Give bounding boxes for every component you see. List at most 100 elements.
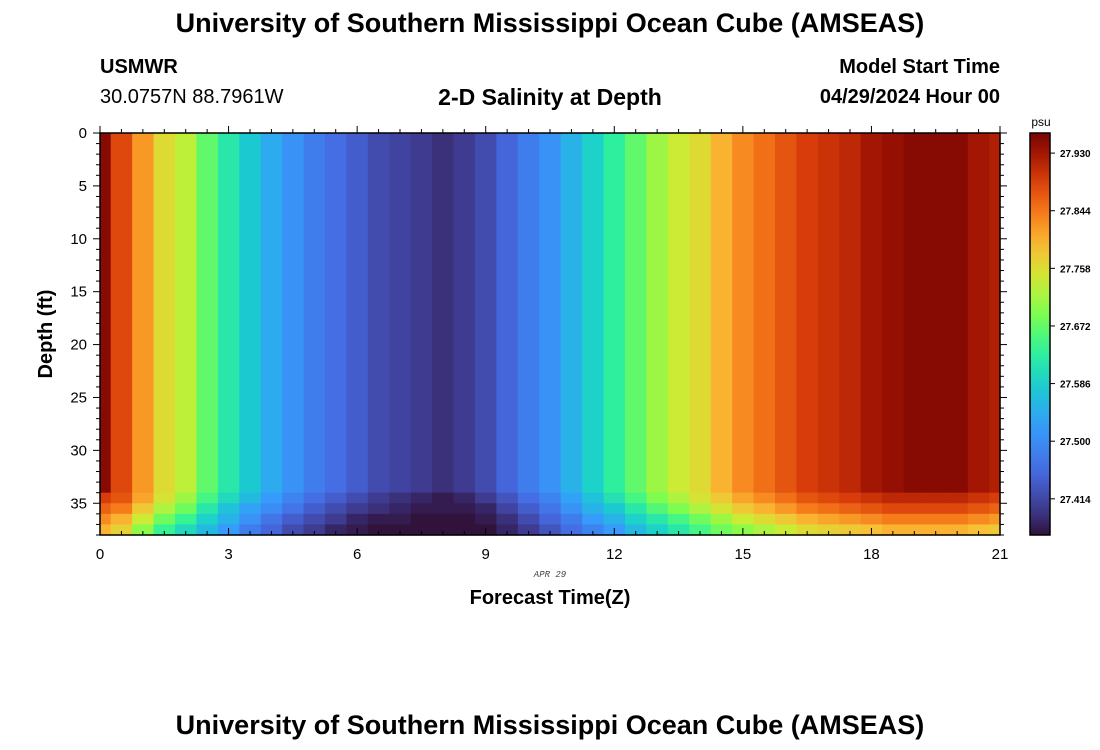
heatmap-cell [325,503,348,515]
heatmap-cell [410,492,433,504]
heatmap-cell [110,133,133,494]
heatmap-cell [582,513,605,526]
heatmap-cell [496,492,519,504]
heatmap-cell [989,503,1001,515]
heatmap-cell [217,513,240,526]
heatmap-cell [453,492,476,504]
heatmap-cell [796,503,819,515]
heatmap-cell [882,492,905,504]
heatmap-cell [882,503,905,515]
heatmap-cell [710,513,733,526]
heatmap-cell [925,503,948,515]
x-tick-label: 6 [353,546,361,563]
heatmap-cell [582,492,605,504]
x-tick-label: 3 [224,546,232,563]
heatmap-cell [646,492,669,504]
x-tick-label: 12 [606,546,623,563]
heatmap-cell [196,492,219,504]
heatmap-cell [517,503,540,515]
x-tick-label: 15 [735,546,752,563]
heatmap-cell [325,133,348,494]
heatmap-cell [282,524,305,536]
heatmap-cell [989,133,1001,494]
heatmap-cell [839,503,862,515]
x-tick-label: 21 [992,546,1009,563]
heatmap-cell [839,524,862,536]
heatmap-cell [153,524,176,536]
heatmap-cell [689,524,712,536]
heatmap-cell [646,133,669,494]
heatmap-cell [903,524,926,536]
heatmap-cell [625,513,648,526]
y-tick-label: 15 [70,284,87,301]
heatmap-cell [946,524,969,536]
heatmap-cell [453,503,476,515]
heatmap-cell [732,503,755,515]
heatmap-cell [100,503,112,515]
y-axis-label: Depth (ft) [35,290,57,379]
heatmap-cell [753,492,776,504]
heatmap-cell [625,503,648,515]
heatmap-cell [517,513,540,526]
heatmap-cell [903,492,926,504]
heatmap-cell [882,133,905,494]
heatmap-cell [303,524,326,536]
y-tick-label: 0 [79,125,87,142]
heatmap-cell [496,513,519,526]
heatmap-cell [925,133,948,494]
heatmap-cell [325,524,348,536]
heatmap-cell [475,492,498,504]
heatmap-cell [303,492,326,504]
heatmap-cell [946,513,969,526]
heatmap-cell [132,513,155,526]
x-axis: 0 3 6 9 12 15 18 21 [96,126,1009,563]
y-tick-label: 35 [70,495,87,512]
heatmap-cell [239,524,262,536]
heatmap-cell [367,492,390,504]
heatmap-cell [946,503,969,515]
colorbar-unit: psu [1031,115,1050,129]
heatmap-cell [560,513,583,526]
heatmap-cell [153,503,176,515]
heatmap-cell [196,513,219,526]
heatmap-cell [196,503,219,515]
heatmap-cell [946,492,969,504]
heatmap-cell [560,503,583,515]
heatmap-cell [517,492,540,504]
heatmap-cell [753,524,776,536]
heatmap-cell [196,524,219,536]
heatmap-cell [410,503,433,515]
heatmap-cell [132,503,155,515]
colorbar-tick-label: 27.672 [1060,322,1091,333]
heatmap-cell [325,492,348,504]
heatmap-cell [346,513,369,526]
heatmap-cell [100,513,112,526]
heatmap-cell [882,524,905,536]
heatmap-cell [282,133,305,494]
colorbar-tick-label: 27.586 [1060,380,1091,391]
heatmap-cell [453,524,476,536]
station-coordinates: 30.0757N 88.7961W [100,86,284,108]
colorbar-ticks: 27.414 27.500 27.586 27.672 27.758 27.844 27.9… [1050,149,1091,506]
heatmap-cell [260,524,283,536]
heatmap-cell [239,492,262,504]
heatmap-cell [967,503,990,515]
y-axis: 0 5 10 15 20 25 30 35 [70,125,1007,536]
heatmap-cell [432,524,455,536]
heatmap-cell [903,133,926,494]
heatmap-cell [517,133,540,494]
heatmap-cell [903,503,926,515]
heatmap-cell [367,133,390,494]
heatmap-cell [432,133,455,494]
colorbar [1029,132,1051,536]
date-label: APR 29 [533,570,567,580]
heatmap-cell [496,133,519,494]
footer-title: University of Southern Mississippi Ocean… [175,710,925,740]
heatmap-cell [282,492,305,504]
heatmap-cell [689,133,712,494]
chart-subtitle: 2-D Salinity at Depth [438,84,662,110]
heatmap-cell [389,513,412,526]
heatmap-cell [753,133,776,494]
heatmap-cell [389,524,412,536]
heatmap-cell [303,503,326,515]
